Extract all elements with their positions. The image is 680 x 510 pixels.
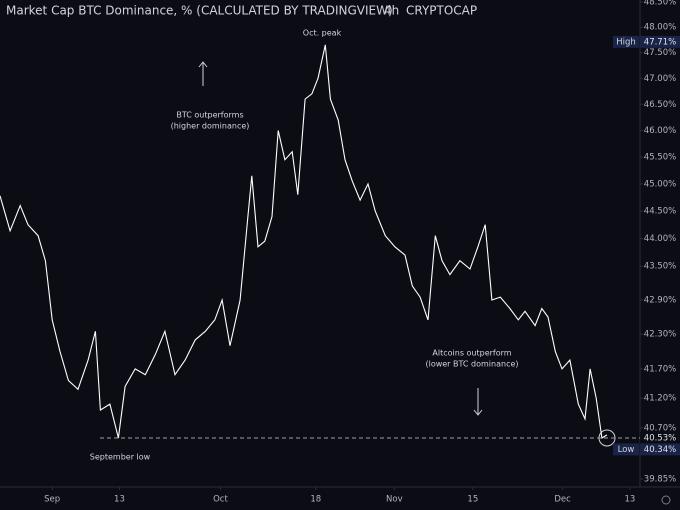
y-tick-label: 40.70%: [644, 423, 676, 433]
annotation: Oct. peak: [303, 29, 342, 38]
price-badge: [640, 443, 680, 456]
annotation: BTC outperforms: [176, 111, 243, 120]
annotation: September low: [90, 453, 151, 462]
interval: 4h: [384, 4, 399, 18]
badge-name-box: [613, 443, 639, 456]
price-badge-label: 40.53%: [644, 433, 676, 443]
price-badge: [640, 431, 680, 444]
badge-name-box: [613, 35, 639, 48]
y-tick-label: 47.00%: [644, 74, 676, 84]
y-tick-label: 46.50%: [644, 100, 676, 110]
annotation: (lower BTC dominance): [425, 360, 518, 369]
x-tick-label: Nov: [386, 495, 403, 505]
x-tick-label: 18: [310, 495, 321, 505]
y-tick-label: 45.00%: [644, 179, 676, 189]
price-badge-label: 47.71%: [644, 37, 676, 47]
x-tick-label: Sep: [44, 495, 60, 505]
y-tick-label: 45.50%: [644, 153, 676, 163]
annotation: Altcoins outperform: [432, 349, 511, 358]
badge-name: High: [616, 37, 636, 47]
y-tick-label: 41.70%: [644, 364, 676, 374]
y-tick-label: 47.50%: [644, 48, 676, 58]
annotation: (higher dominance): [171, 122, 250, 131]
y-tick-label: 42.30%: [644, 330, 676, 340]
y-tick-label: 48.00%: [644, 23, 676, 33]
symbol: CRYPTOCAP: [406, 4, 477, 18]
y-tick-label: 43.50%: [644, 262, 676, 272]
y-tick-label: 44.00%: [644, 234, 676, 244]
y-tick-label: 41.20%: [644, 394, 676, 404]
y-tick-label: 46.00%: [644, 126, 676, 136]
x-tick-label: 13: [114, 495, 125, 505]
badge-name: Low: [618, 445, 635, 455]
y-tick-label: 44.50%: [644, 207, 676, 217]
arrow-head: [198, 61, 208, 68]
x-tick-label: 15: [467, 495, 478, 505]
price-badge: [640, 35, 680, 48]
x-tick-label: Dec: [554, 495, 571, 505]
arrow-head: [473, 409, 483, 416]
price-badge-label: 40.34%: [644, 445, 676, 455]
x-tick-label: 13: [624, 495, 635, 505]
y-tick-label: 39.85%: [644, 475, 676, 485]
settings-icon[interactable]: [661, 495, 671, 505]
chart-title: Market Cap BTC Dominance, % (CALCULATED …: [6, 4, 393, 18]
x-tick-label: Oct: [213, 495, 228, 505]
price-line: [0, 44, 608, 439]
y-tick-label: 42.90%: [644, 295, 676, 305]
y-tick-label: 48.50%: [644, 0, 676, 8]
